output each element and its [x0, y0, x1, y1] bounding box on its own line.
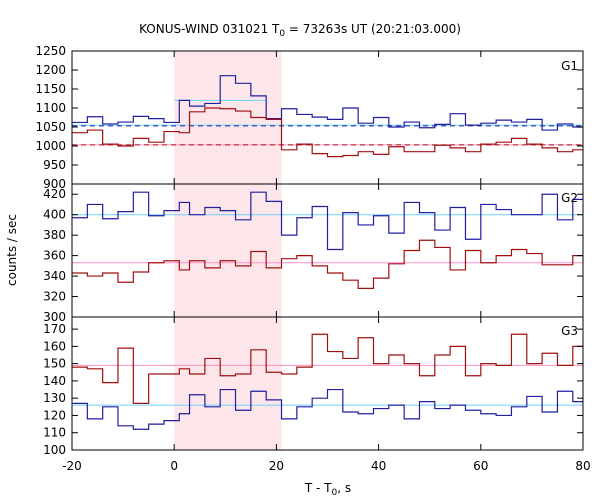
- g2-y-tick-label-300: 300: [43, 310, 66, 324]
- x-tick-label-20: 20: [269, 459, 284, 473]
- g1-series-blue-line: [72, 75, 583, 131]
- g1-y-tick-label-1250: 1250: [35, 44, 66, 58]
- g1-y-tick-label-1150: 1150: [35, 82, 66, 96]
- g1-y-tick-label-1000: 1000: [35, 139, 66, 153]
- panel-label-g3: G3: [561, 324, 578, 338]
- g1-y-tick-label-950: 950: [43, 158, 66, 172]
- g3-series-red-line: [72, 333, 583, 404]
- panel-label-g2: G2: [561, 191, 578, 205]
- g2-y-tick-label-420: 420: [43, 187, 66, 201]
- g3-series-blue-line: [72, 388, 583, 430]
- reference-lines-layer: [72, 99, 583, 406]
- g2-y-tick-label-380: 380: [43, 228, 66, 242]
- g2-series-blue-line: [72, 191, 583, 251]
- g3-y-tick-label-120: 120: [43, 408, 66, 422]
- g3-panel-frame: [71, 316, 584, 451]
- g1-series-red-line: [72, 107, 583, 158]
- x-tick-label-40: 40: [371, 459, 386, 473]
- x-tick-label--20: -20: [62, 459, 82, 473]
- g3-y-tick-label-170: 170: [43, 322, 66, 336]
- x-tick-label-80: 80: [575, 459, 590, 473]
- chart-title: KONUS-WIND 031021 T0 = 73263s UT (20:21:…: [139, 22, 461, 39]
- g1-y-tick-label-900: 900: [43, 177, 66, 191]
- x-tick-label-60: 60: [473, 459, 488, 473]
- g3-y-tick-label-150: 150: [43, 357, 66, 371]
- shaded-interval: [174, 51, 282, 450]
- g1-y-tick-label-1100: 1100: [35, 101, 66, 115]
- g3-y-tick-label-160: 160: [43, 339, 66, 353]
- x-tick-label-0: 0: [170, 459, 178, 473]
- g3-y-tick-label-110: 110: [43, 426, 66, 440]
- y-axis-label: counts / sec: [5, 214, 19, 286]
- g3-y-tick-label-100: 100: [43, 443, 66, 457]
- g1-y-tick-label-1050: 1050: [35, 120, 66, 134]
- panel-label-g1: G1: [561, 59, 578, 73]
- g2-series-red-line: [72, 239, 583, 289]
- g3-y-tick-label-130: 130: [43, 391, 66, 405]
- g2-y-tick-label-320: 320: [43, 290, 66, 304]
- x-axis-label: T - T0, s: [304, 481, 351, 498]
- ticks-layer: 9009501000105011001150120012503003203403…: [35, 44, 590, 473]
- g2-y-tick-label-360: 360: [43, 249, 66, 263]
- g3-y-tick-label-140: 140: [43, 374, 66, 388]
- g1-y-tick-label-1200: 1200: [35, 63, 66, 77]
- panel-frames-layer: [71, 50, 584, 451]
- g2-y-tick-label-400: 400: [43, 208, 66, 222]
- series-layer: [72, 75, 583, 430]
- g2-y-tick-label-340: 340: [43, 269, 66, 283]
- shaded-interval-layer: [174, 51, 282, 450]
